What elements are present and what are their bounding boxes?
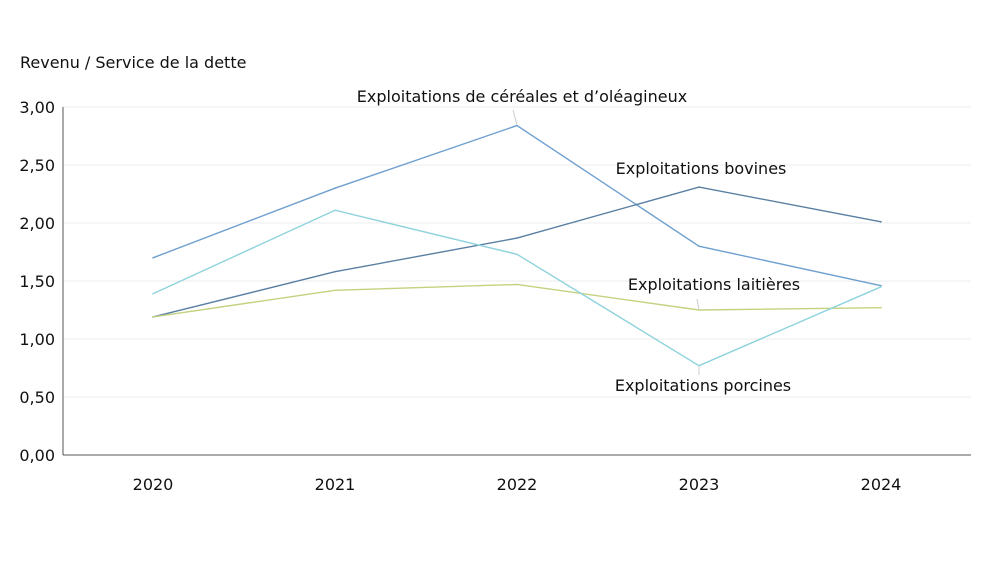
data-point bbox=[880, 286, 882, 288]
data-point bbox=[698, 245, 700, 247]
x-tick-label: 2020 bbox=[133, 475, 174, 494]
data-point bbox=[334, 187, 336, 189]
data-point bbox=[516, 237, 518, 239]
series-line bbox=[152, 124, 882, 287]
data-point bbox=[880, 284, 882, 287]
y-tick-label: 0,00 bbox=[19, 446, 55, 465]
data-point bbox=[516, 124, 518, 127]
y-tick-label: 2,50 bbox=[19, 156, 55, 175]
series-label: Exploitations laitières bbox=[628, 275, 800, 294]
data-point bbox=[152, 257, 154, 259]
data-point bbox=[880, 306, 882, 309]
x-tick-label: 2024 bbox=[861, 475, 902, 494]
y-axis-label: Revenu / Service de la dette bbox=[20, 53, 246, 72]
x-tick-label: 2021 bbox=[315, 475, 356, 494]
data-point bbox=[516, 253, 518, 256]
y-tick-label: 0,50 bbox=[19, 388, 55, 407]
y-tick-label: 2,00 bbox=[19, 214, 55, 233]
series-line bbox=[152, 186, 882, 318]
leader-line bbox=[696, 298, 700, 311]
y-tick-label: 1,00 bbox=[19, 330, 55, 349]
data-point bbox=[334, 289, 336, 292]
series-label: Exploitations de céréales et d’oléagineu… bbox=[357, 87, 687, 106]
data-point bbox=[334, 270, 336, 273]
data-point bbox=[152, 316, 154, 318]
series-label: Exploitations bovines bbox=[616, 159, 787, 178]
x-tick-label: 2023 bbox=[679, 475, 720, 494]
series-label: Exploitations porcines bbox=[615, 376, 791, 395]
data-point bbox=[516, 283, 518, 286]
x-tick-label: 2022 bbox=[497, 475, 538, 494]
data-point bbox=[698, 186, 700, 188]
data-point bbox=[880, 221, 882, 223]
y-tick-label: 1,50 bbox=[19, 272, 55, 291]
data-point bbox=[334, 209, 336, 212]
y-tick-label: 3,00 bbox=[19, 98, 55, 117]
data-point bbox=[152, 292, 154, 295]
leader-line bbox=[512, 109, 518, 126]
